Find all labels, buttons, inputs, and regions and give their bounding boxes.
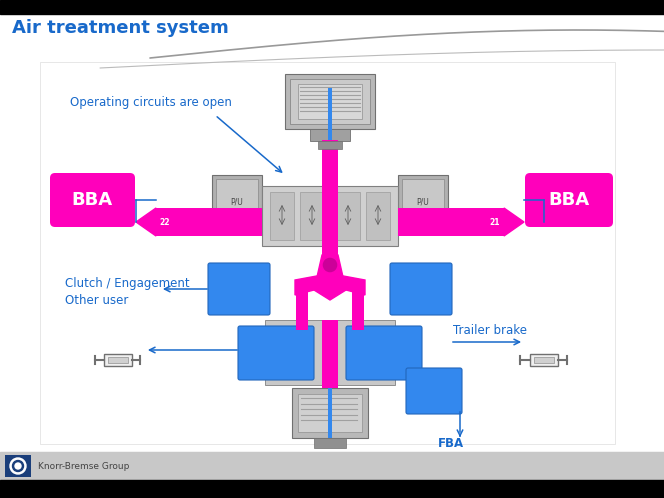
Bar [310, 129, 350, 141]
Text: Other user: Other user [65, 293, 128, 306]
Bar [318, 141, 342, 149]
Bar [5, 455, 31, 477]
Circle shape [13, 461, 23, 472]
Text: P/U: P/U [416, 198, 430, 207]
Bar [300, 192, 324, 240]
FancyBboxPatch shape [208, 263, 270, 315]
FancyBboxPatch shape [50, 173, 135, 227]
Bar [328, 388, 332, 438]
Bar [534, 357, 554, 363]
FancyBboxPatch shape [238, 326, 314, 380]
Polygon shape [136, 208, 156, 236]
Bar [366, 192, 390, 240]
Bar [322, 208, 338, 288]
Text: BBA: BBA [72, 191, 113, 209]
Bar [0, 14, 664, 450]
FancyBboxPatch shape [390, 263, 452, 315]
Bar [290, 79, 370, 124]
Bar [336, 192, 360, 240]
Bar [104, 354, 132, 366]
Bar [0, 452, 664, 480]
Text: Trailer brake: Trailer brake [453, 324, 527, 337]
Bar [0, 0, 664, 14]
Circle shape [10, 458, 26, 474]
Bar [262, 186, 398, 246]
Bar [292, 388, 368, 438]
Bar [402, 179, 444, 226]
Bar [314, 438, 346, 448]
Bar [328, 88, 332, 140]
Text: BBA: BBA [548, 191, 590, 209]
Polygon shape [295, 275, 322, 295]
Bar [352, 290, 364, 330]
Bar [322, 320, 338, 388]
Polygon shape [504, 208, 524, 236]
Bar [285, 74, 375, 129]
Bar [270, 192, 294, 240]
Polygon shape [338, 275, 365, 295]
Bar [0, 14, 664, 450]
Text: Knorr-Bremse Group: Knorr-Bremse Group [38, 462, 129, 471]
Bar [298, 84, 362, 119]
Circle shape [322, 257, 338, 273]
FancyBboxPatch shape [406, 368, 462, 414]
Bar [108, 357, 128, 363]
Bar [40, 62, 615, 444]
Bar [398, 175, 448, 230]
Bar [212, 175, 262, 230]
Bar [216, 179, 258, 226]
Bar [265, 320, 395, 385]
Bar [298, 394, 362, 432]
FancyBboxPatch shape [346, 326, 422, 380]
Text: Clutch / Engagement: Clutch / Engagement [65, 276, 190, 289]
Text: Air treatment system: Air treatment system [12, 19, 229, 37]
Text: 21: 21 [490, 218, 500, 227]
Bar [398, 208, 504, 236]
Circle shape [15, 463, 21, 469]
Text: 22: 22 [160, 218, 170, 227]
Text: P/U: P/U [230, 198, 244, 207]
Bar [530, 354, 558, 366]
Text: Operating circuits are open: Operating circuits are open [70, 96, 232, 109]
Text: FBA: FBA [438, 437, 464, 450]
Bar [322, 140, 338, 208]
Bar [0, 480, 664, 498]
FancyBboxPatch shape [525, 173, 613, 227]
Bar [296, 290, 308, 330]
Bar [156, 208, 262, 236]
Polygon shape [314, 255, 346, 300]
